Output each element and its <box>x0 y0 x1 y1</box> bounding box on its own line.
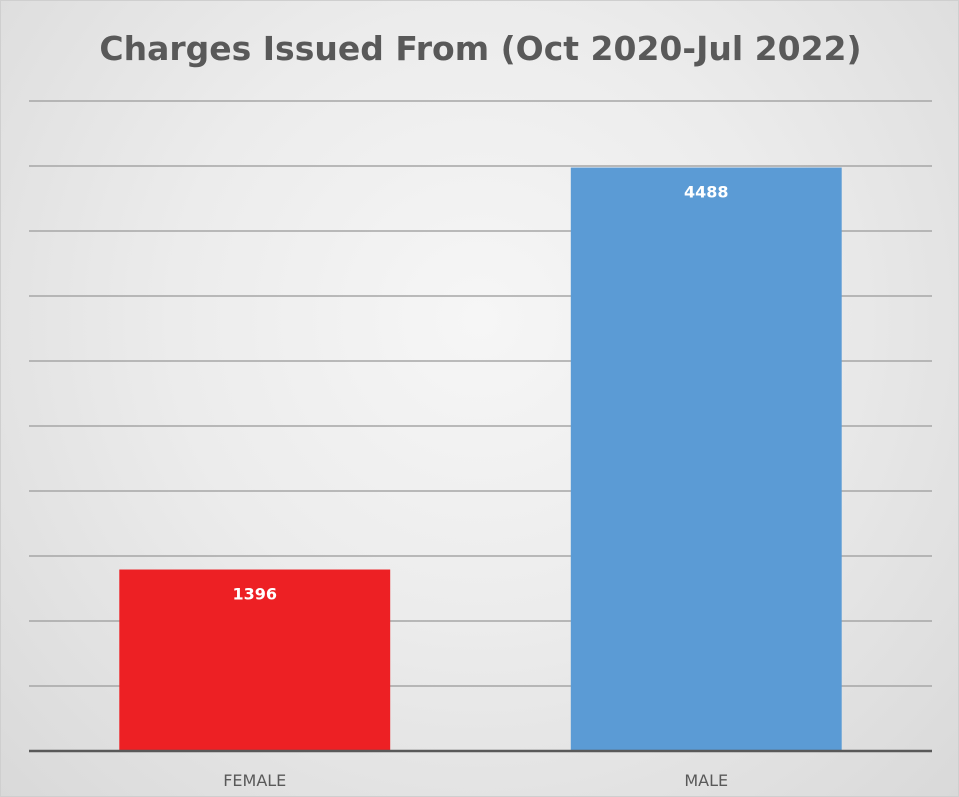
bars <box>119 167 842 751</box>
category-labels: FEMALE MALE <box>223 771 728 790</box>
bar-female <box>119 569 391 751</box>
data-labels: 1396 4488 <box>232 183 728 604</box>
category-label-female: FEMALE <box>223 771 286 790</box>
category-label-male: MALE <box>684 771 728 790</box>
data-label-male: 4488 <box>684 183 729 202</box>
data-label-female: 1396 <box>232 585 277 604</box>
chart-title: Charges Issued From (Oct 2020-Jul 2022) <box>99 29 861 68</box>
bar-male <box>570 167 842 751</box>
